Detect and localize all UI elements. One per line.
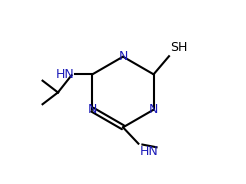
Text: HN: HN xyxy=(56,68,74,81)
Text: N: N xyxy=(149,103,158,116)
Text: HN: HN xyxy=(139,145,158,158)
Text: SH: SH xyxy=(170,41,187,54)
Text: N: N xyxy=(118,50,128,63)
Text: N: N xyxy=(88,103,97,116)
